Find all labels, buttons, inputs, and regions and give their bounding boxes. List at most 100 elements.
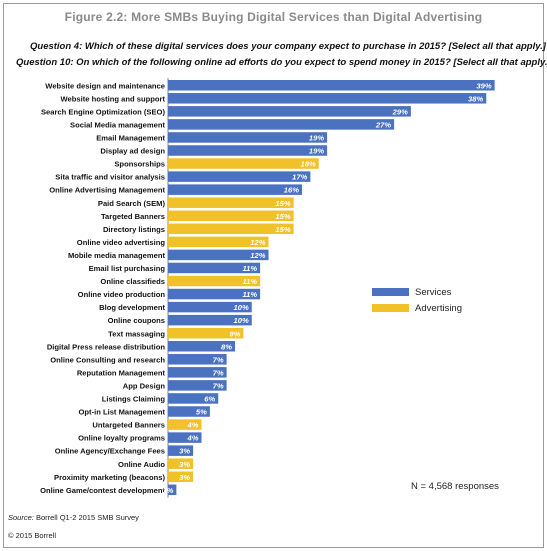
bar-services [168,93,487,104]
category-label: Website design and maintenance [45,81,165,90]
category-label: Online Advertising Management [49,186,165,195]
bar-services [168,484,177,496]
category-label: Online classifieds [100,277,165,286]
category-label: Online loyalty programs [78,434,165,443]
bar-services [168,288,261,300]
value-label: 10% [234,303,249,312]
category-label: Social Media management [70,120,165,129]
value-label: 7% [213,355,224,364]
bar-advertising [168,275,261,287]
value-label: 12% [250,251,265,260]
bar-services [168,393,219,404]
value-label: 11% [242,264,257,273]
question-4-text: Question 4: Which of these digital servi… [30,41,546,52]
bar-services [168,171,311,182]
value-label: 16% [284,186,299,195]
value-label: 4% [187,421,199,430]
bar-services [168,432,202,443]
value-label: 17% [292,173,307,182]
value-label: 11% [242,277,257,286]
bar-advertising [168,197,294,208]
value-label: 4% [187,434,199,443]
bar-services [168,341,235,352]
category-label: Listings Claiming [102,395,166,404]
value-label: 7% [213,381,224,390]
bar-services [168,106,411,117]
legend-label-advertising: Advertising [415,302,462,314]
value-label: 10% [234,316,249,325]
category-label: Email Management [96,134,165,143]
category-label: Website hosting and support [61,94,166,103]
bar-services [168,80,495,91]
category-label: Directory listings [103,225,165,234]
category-label: Online video production [78,290,166,299]
value-label: 6% [204,395,215,404]
bar-services [168,380,227,391]
category-label: App Design [123,381,166,390]
value-label: 3% [179,473,190,482]
category-label: Online Consulting and research [50,355,165,364]
value-label: 19% [309,147,324,156]
bar-services [168,314,252,326]
category-label: Text massaging [108,329,165,338]
bar-advertising [168,471,194,482]
figure-frame [3,3,544,548]
bar-services [168,145,328,156]
value-label: 27% [375,120,391,129]
bar-services [168,184,302,195]
category-label: Online Audio [118,460,165,469]
category-label: Email list purchasing [89,264,166,273]
question-10-text: Question 10: On which of the following o… [16,57,547,68]
category-label: Search Engine Optimization (SEO) [41,107,166,116]
category-label: Online coupons [108,316,165,325]
bar-services [168,262,261,274]
category-label: Targeted Banners [101,212,165,221]
value-label: 15% [275,225,290,234]
category-label: Online video advertising [77,238,166,247]
bar-services [168,445,194,456]
category-label: Online Game/contest development [40,486,165,495]
category-label: Display ad design [100,147,165,156]
value-label: 11% [242,290,257,299]
source-text: Borrell Q1-2 2015 SMB Survey [35,513,139,522]
value-label: 18% [301,160,316,169]
value-label: 29% [392,107,408,116]
value-label: 3% [179,447,190,456]
category-label: Mobile media management [68,251,166,260]
bar-services [168,249,269,261]
legend-swatch-services [372,288,409,296]
bar-advertising [168,236,269,248]
source-line: Source: Borrell Q1-2 2015 SMB Survey [8,513,139,522]
bar-services [168,367,227,378]
category-label: Proximity marketing (beacons) [54,473,165,482]
value-label: 9% [229,329,240,338]
sample-size-note: N = 4,568 responses [411,481,499,492]
value-label: 12% [250,238,265,247]
legend: Services Advertising [372,284,462,316]
value-label: 15% [275,199,290,208]
legend-item-services: Services [372,284,462,300]
bar-advertising [168,458,194,469]
value-label: 19% [309,134,324,143]
value-label: 8% [221,342,232,351]
category-label: Paid Search (SEM) [98,199,166,208]
source-key: Source: [8,513,34,522]
category-label: Sita traffic and visitor analysis [55,173,165,182]
value-label: 38% [468,94,483,103]
bar-advertising [168,419,202,430]
bar-services [168,301,252,313]
bar-advertising [168,158,319,169]
legend-swatch-advertising [372,304,409,312]
bar-advertising [168,210,294,221]
category-label: Reputation Management [77,368,166,377]
chart-title: Figure 2.2: More SMBs Buying Digital Ser… [64,10,483,24]
category-label: Blog development [99,303,165,312]
bar-advertising [168,327,244,339]
value-label: 7% [213,368,224,377]
value-label: 15% [275,212,290,221]
bar-services [168,119,395,130]
category-label: Digital Press release distribution [47,342,166,351]
value-label: 3% [179,460,190,469]
category-label: Opt-in List Management [79,408,166,417]
